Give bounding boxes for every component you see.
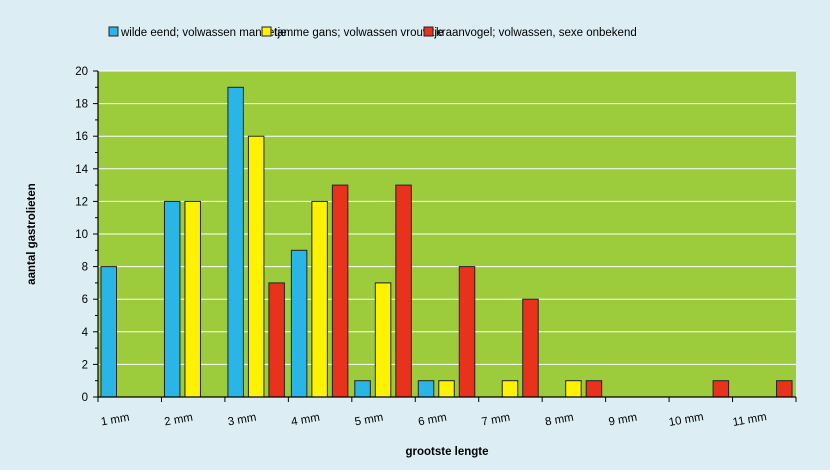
bar: [331, 184, 349, 398]
x-tick-labels: 1 mm 2 mm 3 mm 4 mm 5 mm 6 mm 7 mm 8 mm 9 mm 10 m…: [100, 411, 768, 429]
y-axis-label: aantal gastrolieten: [26, 183, 38, 285]
bars: [100, 86, 793, 398]
bar: [585, 380, 603, 398]
y-tick-label: 12: [75, 196, 88, 208]
bar: [354, 380, 371, 398]
bar: [227, 86, 244, 398]
bar: [417, 380, 435, 398]
x-tick-label: 2 mm: [163, 412, 193, 429]
y-tick-label: 10: [75, 229, 88, 241]
x-axis-label: grootste lengte: [405, 446, 488, 458]
axes: [93, 70, 797, 402]
bar: [565, 380, 582, 398]
y-tick-label: 6: [82, 294, 88, 306]
y-tick-label: 16: [75, 131, 88, 143]
x-tick-label: 4 mm: [290, 412, 320, 429]
legend-label: wilde eend; volwassen mannetje: [120, 27, 287, 39]
bar: [395, 184, 412, 398]
legend-swatch: [261, 26, 272, 37]
y-tick-label: 2: [82, 359, 88, 371]
legend-label: tamme gans; volwassen vrouwtje: [274, 27, 443, 39]
bar: [290, 249, 308, 398]
bar: [311, 200, 328, 398]
y-tick-label: 18: [75, 99, 88, 111]
x-tick-label: 3 mm: [227, 412, 257, 429]
legend-label: kraanvogel; volwassen, sexe onbekend: [436, 27, 637, 39]
bar: [501, 380, 519, 398]
y-tick-label: 8: [82, 262, 88, 274]
legend-swatch: [423, 26, 434, 37]
x-tick-label: 5 mm: [354, 412, 384, 429]
x-tick-label: 1 mm: [100, 412, 130, 429]
bar: [374, 282, 392, 398]
bar: [712, 380, 730, 398]
bar: [776, 380, 793, 398]
x-tick-label: 6 mm: [417, 412, 447, 429]
x-tick-label: 9 mm: [608, 412, 638, 429]
bar: [163, 200, 181, 398]
bar: [100, 266, 117, 398]
y-tick-label: 0: [82, 392, 88, 404]
bar: [268, 282, 285, 398]
y-tick-labels: 0 2 4 6 8 10 12 14 16 18 20: [75, 66, 88, 404]
y-tick-label: 14: [75, 164, 88, 176]
x-tick-label: 8 mm: [544, 412, 574, 429]
x-tick-label: 7 mm: [481, 412, 511, 429]
bar: [438, 380, 455, 398]
y-tick-label: 4: [82, 327, 89, 339]
bar: [458, 266, 476, 398]
y-tick-label: 20: [75, 66, 88, 78]
bar: [247, 135, 265, 398]
bar: [184, 200, 201, 398]
x-tick-label: 11 mm: [732, 411, 768, 429]
bar: [522, 298, 539, 398]
gridlines: [98, 70, 796, 365]
legend-swatch: [108, 26, 119, 37]
